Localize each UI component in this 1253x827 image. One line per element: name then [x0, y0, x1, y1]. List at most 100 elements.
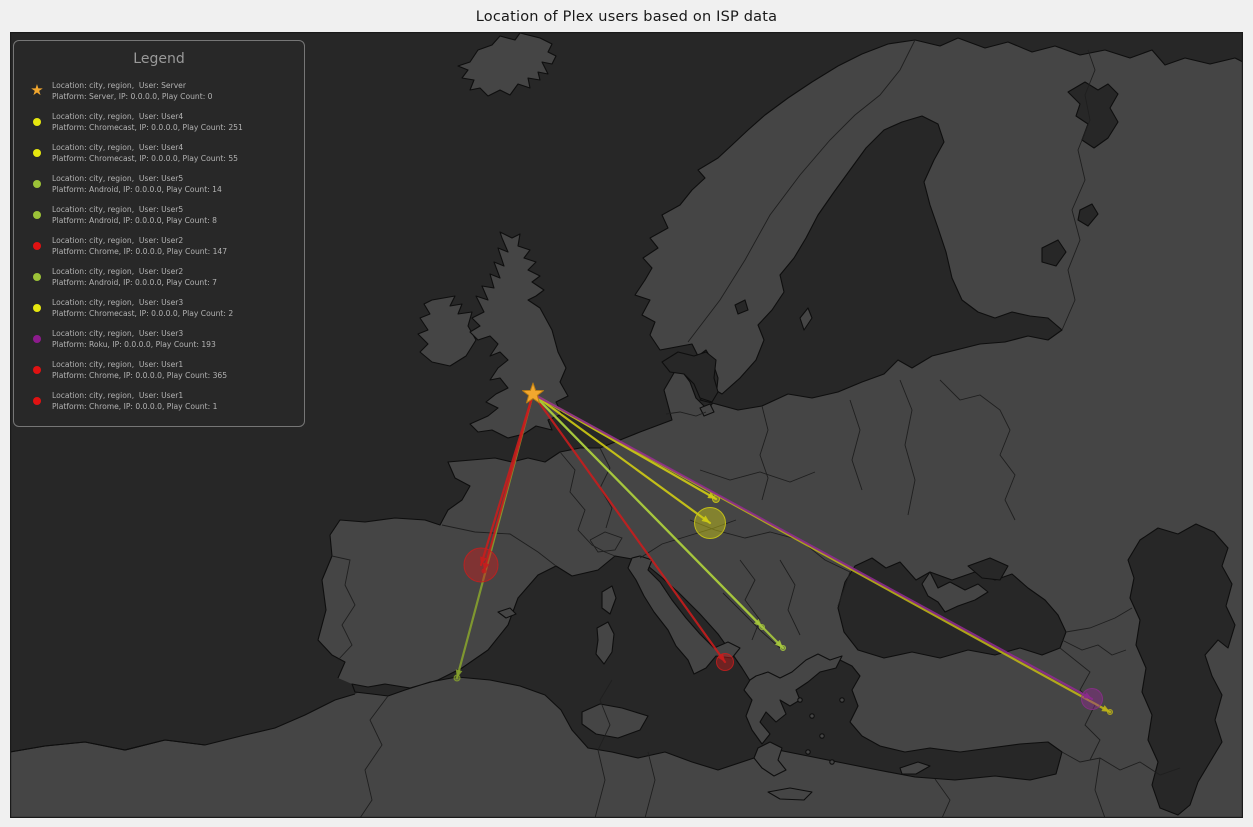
- crete: [767, 787, 813, 801]
- dot-icon: [33, 117, 41, 126]
- legend-entry-line1: Location: city, region, User: User5: [52, 173, 184, 183]
- legend-entry-text: Location: city, region, User: Server Plat…: [52, 80, 296, 102]
- legend-entry: ★ Location: city, region, User: Server Pla…: [22, 75, 296, 106]
- legend-entry-line1: Location: city, region, User: User5: [52, 204, 184, 214]
- user-location-circle: [780, 645, 786, 651]
- corsica: [601, 585, 617, 615]
- dot-icon: [33, 179, 41, 188]
- country-border: [687, 39, 916, 343]
- aegean-island: [839, 697, 845, 703]
- legend-entry-line2: Platform: Chrome, IP: 0.0.0.0, Play Coun…: [52, 246, 228, 256]
- mediterranean-sea: [351, 555, 1063, 781]
- user-dot-icon: [22, 241, 52, 250]
- user-dot-icon: [22, 148, 52, 157]
- atlantic-coastline: [10, 37, 1243, 818]
- country-border: [559, 451, 616, 557]
- aegean-island: [797, 697, 803, 703]
- iceland: [457, 32, 557, 97]
- country-border: [441, 524, 557, 567]
- sea-of-azov: [967, 557, 1009, 581]
- country-border: [1061, 751, 1181, 776]
- aegean-island: [805, 749, 811, 755]
- country-border: [1061, 639, 1127, 656]
- legend-entry: Location: city, region, User: User3 Platf…: [22, 292, 296, 323]
- star-icon: ★: [30, 81, 44, 99]
- user-dot-icon: [22, 272, 52, 281]
- legend-entry-text: Location: city, region, User: User2 Platf…: [52, 266, 296, 288]
- lake-vanern: [734, 299, 749, 315]
- legend-title: Legend: [133, 51, 185, 67]
- legend-entry-text: Location: city, region, User: User5 Platf…: [52, 204, 296, 226]
- legend-entry-line2: Platform: Chromecast, IP: 0.0.0.0, Play …: [52, 308, 234, 318]
- country-border: [939, 379, 1016, 521]
- dot-icon: [33, 210, 41, 219]
- country-border: [331, 555, 356, 661]
- legend-entry-line1: Location: city, region, User: User1: [52, 359, 184, 369]
- dot-icon: [33, 303, 41, 312]
- crimea: [921, 571, 989, 613]
- page-title: Location of Plex users based on ISP data: [475, 9, 778, 25]
- legend-entry-line2: Platform: Chromecast, IP: 0.0.0.0, Play …: [52, 153, 238, 163]
- connection-line: [531, 392, 712, 525]
- server-star-marker: [522, 382, 544, 404]
- aegean-island: [809, 713, 815, 719]
- legend-entry: Location: city, region, User: User4 Platf…: [22, 106, 296, 137]
- sardinia: [595, 621, 615, 665]
- country-border: [779, 559, 801, 636]
- dot-icon: [33, 241, 41, 250]
- legend-entry-text: Location: city, region, User: User3 Platf…: [52, 328, 296, 350]
- peloponnese: [753, 741, 787, 777]
- legend-entry: Location: city, region, User: User1 Platf…: [22, 354, 296, 385]
- great-britain: [469, 231, 569, 439]
- user-location-circle: [453, 674, 461, 682]
- legend-entry-line1: Location: city, region, User: User2: [52, 266, 184, 276]
- map-frame: [10, 32, 1243, 818]
- legend-entry-line1: Location: city, region, User: User3: [52, 297, 184, 307]
- country-border: [799, 539, 851, 607]
- legend-entry-text: Location: city, region, User: User4 Platf…: [52, 142, 296, 164]
- balearic-islands: [497, 607, 517, 619]
- legend-entry-line2: Platform: Roku, IP: 0.0.0.0, Play Count:…: [52, 339, 216, 349]
- country-border: [722, 592, 781, 649]
- country-border: [934, 778, 951, 818]
- server-star-icon: ★: [22, 83, 52, 98]
- dot-icon: [33, 396, 41, 405]
- legend-entry-line1: Location: city, region, User: User4: [52, 142, 184, 152]
- kattegat-strait: [661, 351, 719, 403]
- legend-entry: Location: city, region, User: User4 Platf…: [22, 137, 296, 168]
- legend-entry-line1: Location: city, region, User: User1: [52, 390, 184, 400]
- user-dot-icon: [22, 210, 52, 219]
- arrowhead: [707, 492, 716, 499]
- legend-entry-line2: Platform: Chrome, IP: 0.0.0.0, Play Coun…: [52, 370, 228, 380]
- legend-entry: Location: city, region, User: User2 Platf…: [22, 230, 296, 261]
- country-border: [899, 379, 916, 516]
- country-border: [359, 695, 389, 818]
- user-dot-icon: [22, 334, 52, 343]
- country-border: [1065, 607, 1133, 633]
- europe-map: [10, 32, 1243, 818]
- country-border: [665, 411, 707, 417]
- legend-entry-text: Location: city, region, User: User5 Platf…: [52, 173, 296, 195]
- map-canvas: [10, 32, 1243, 818]
- user-location-circle: [463, 547, 499, 583]
- arrowhead: [455, 669, 463, 678]
- arrowhead: [480, 556, 487, 565]
- lake-ladoga: [1041, 239, 1067, 267]
- country-border: [644, 751, 656, 818]
- arrowhead: [1083, 692, 1092, 699]
- aegean-island: [819, 733, 825, 739]
- sicily: [581, 703, 649, 739]
- legend-entry-text: Location: city, region, User: User4 Platf…: [52, 111, 296, 133]
- legend-entry: Location: city, region, User: User3 Platf…: [22, 323, 296, 354]
- legend-entry-line1: Location: city, region, User: User2: [52, 235, 184, 245]
- user-dot-icon: [22, 396, 52, 405]
- morocco-coastline: [10, 693, 356, 753]
- white-sea: [1067, 81, 1119, 149]
- connection-line: [531, 392, 727, 664]
- legend-entry-line2: Platform: Android, IP: 0.0.0.0, Play Cou…: [52, 184, 222, 194]
- user-location-circle: [1107, 709, 1113, 715]
- ireland: [417, 295, 477, 367]
- user-location-circle: [481, 568, 487, 574]
- legend-entry-text: Location: city, region, User: User1 Platf…: [52, 359, 296, 381]
- country-border: [759, 405, 769, 501]
